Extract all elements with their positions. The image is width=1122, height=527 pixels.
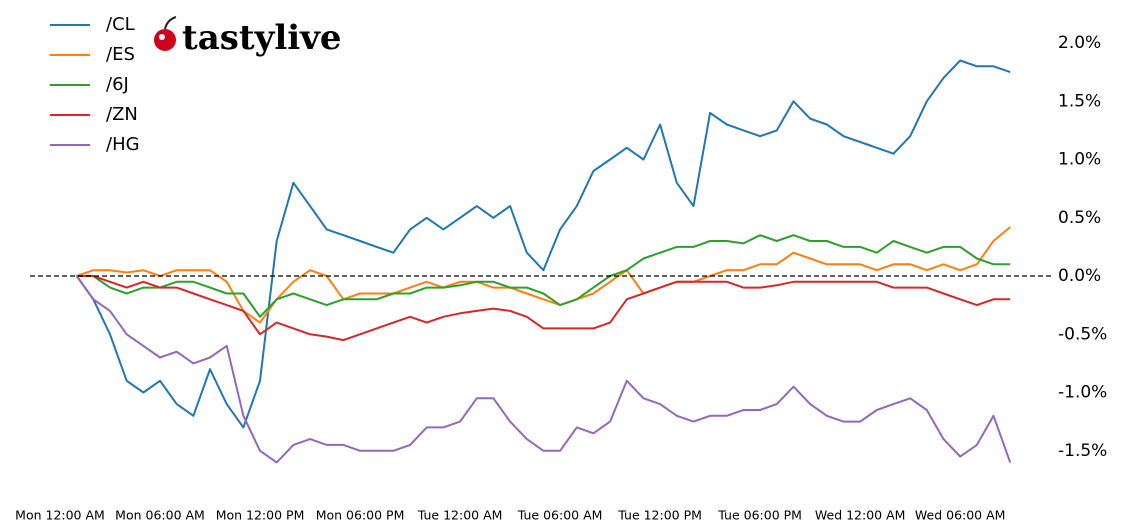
legend-label: /CL <box>106 14 135 35</box>
logo-stem <box>164 16 177 30</box>
x-tick-label: Wed 12:00 AM <box>815 508 906 523</box>
logo-text: tastylive <box>182 18 342 58</box>
y-tick-label: 1.5% <box>1058 91 1101 111</box>
logo-shine <box>159 34 165 40</box>
legend-label: /6J <box>106 74 129 95</box>
y-tick-label: -0.5% <box>1058 324 1107 344</box>
x-tick-label: Tue 06:00 PM <box>717 508 802 523</box>
series-line <box>76 226 1011 324</box>
y-tick-label: 2.0% <box>1058 33 1101 53</box>
y-tick-label: 1.0% <box>1058 150 1101 170</box>
series-line <box>75 59 1011 429</box>
logo: tastylive <box>154 16 342 58</box>
x-tick-label: Mon 06:00 PM <box>316 508 405 523</box>
x-tick-label: Mon 12:00 AM <box>15 508 105 523</box>
legend-label: /ZN <box>106 104 138 125</box>
y-tick-label: 0.5% <box>1058 208 1101 228</box>
x-tick-label: Wed 06:00 AM <box>915 508 1006 523</box>
x-tick-label: Mon 12:00 PM <box>216 508 305 523</box>
logo-cherry <box>154 29 176 51</box>
series-line <box>76 234 1011 318</box>
legend-label: /ES <box>106 44 135 65</box>
y-tick-label: -1.5% <box>1058 441 1107 461</box>
legend: /CL/ES/6J/ZN/HG <box>50 14 140 155</box>
x-tick-label: Tue 12:00 PM <box>617 508 702 523</box>
y-tick-label: 0.0% <box>1058 266 1101 286</box>
lines <box>30 59 1052 464</box>
y-tick-label: -1.0% <box>1058 383 1107 403</box>
x-tick-label: Tue 06:00 AM <box>517 508 603 523</box>
legend-label: /HG <box>106 134 140 155</box>
series-line <box>75 275 1012 464</box>
series-line <box>76 275 1011 342</box>
x-tick-label: Tue 12:00 AM <box>417 508 503 523</box>
x-tick-label: Mon 06:00 AM <box>115 508 205 523</box>
